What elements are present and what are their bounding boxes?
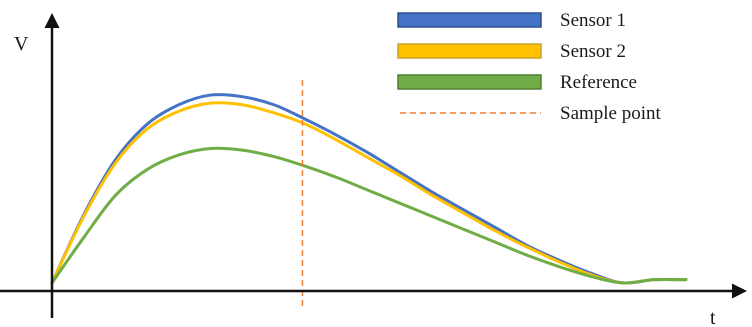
series-line-2 (50, 101, 688, 285)
series-line-3 (50, 146, 688, 285)
x-axis-label: t (710, 307, 716, 327)
legend-label-4: Sample point (560, 103, 662, 124)
legend: Sensor 1 Sensor 2 Reference Sample point (397, 10, 662, 124)
legend-swatch-3 (397, 74, 542, 90)
legend-label-3: Reference (560, 72, 637, 93)
legend-label-1: Sensor 1 (560, 10, 626, 31)
series-layer (50, 93, 688, 285)
legend-swatch-1 (397, 12, 542, 28)
series-line-1 (50, 93, 688, 285)
y-axis-label: V (14, 33, 29, 55)
legend-swatch-2 (397, 43, 542, 59)
legend-label-2: Sensor 2 (560, 41, 626, 62)
